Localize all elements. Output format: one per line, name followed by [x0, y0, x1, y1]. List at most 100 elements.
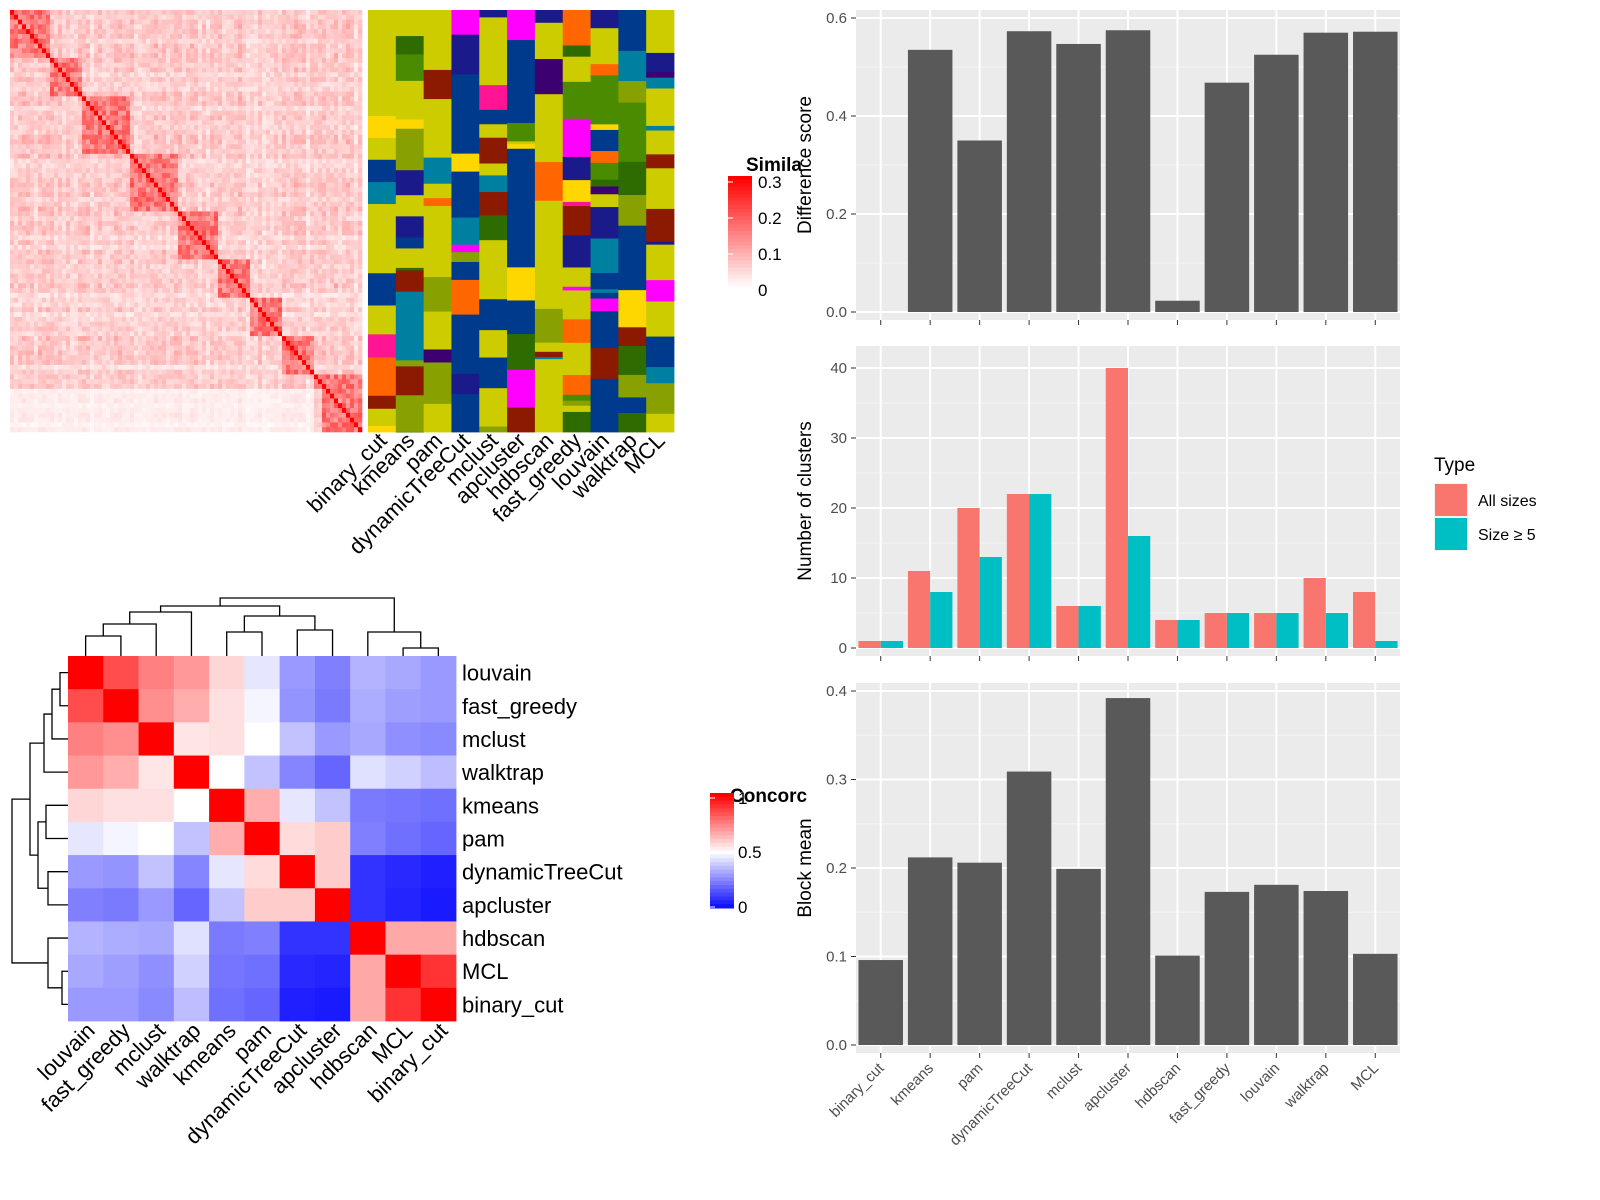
- heatmap-cell: [278, 149, 283, 155]
- heatmap-cell: [310, 33, 315, 40]
- heatmap-cell: [10, 10, 15, 16]
- heatmap-cell: [50, 259, 55, 265]
- heatmap-cell: [306, 62, 311, 68]
- heatmap-cell: [314, 225, 319, 231]
- heatmap-cell: [10, 240, 15, 246]
- heatmap-cell: [314, 240, 319, 246]
- heatmap-cell: [214, 81, 219, 88]
- heatmap-cell: [190, 206, 195, 212]
- heatmap-cell: [318, 120, 323, 126]
- heatmap-cell: [178, 173, 183, 179]
- heatmap-cell: [322, 192, 327, 198]
- heatmap-cell: [10, 168, 15, 174]
- heatmap-cell: [346, 173, 351, 179]
- heatmap-cell: [126, 86, 131, 92]
- heatmap-cell: [14, 91, 19, 97]
- heatmap-cell: [254, 86, 259, 92]
- heatmap-cell: [194, 29, 199, 35]
- heatmap-cell: [222, 57, 227, 64]
- heatmap-cell: [150, 67, 155, 73]
- heatmap-cell: [74, 149, 79, 155]
- heatmap-cell: [262, 216, 267, 222]
- heatmap-cell: [54, 81, 59, 88]
- heatmap-cell: [26, 29, 31, 35]
- heatmap-cell: [78, 182, 83, 188]
- heatmap-cell: [290, 177, 295, 183]
- heatmap-cell: [210, 163, 215, 169]
- heatmap-cell: [270, 211, 275, 217]
- heatmap-cell: [74, 10, 79, 16]
- heatmap-cell: [186, 187, 191, 193]
- heatmap-cell: [274, 187, 279, 193]
- heatmap-cell: [278, 19, 283, 25]
- heatmap-cell: [262, 197, 267, 203]
- heatmap-cell: [346, 192, 351, 198]
- heatmap-cell: [350, 249, 355, 255]
- heatmap-cell: [350, 91, 355, 97]
- heatmap-cell: [322, 134, 327, 140]
- heatmap-cell: [82, 14, 87, 20]
- heatmap-cell: [210, 110, 215, 116]
- heatmap-cell: [154, 216, 159, 222]
- heatmap-cell: [62, 91, 67, 97]
- heatmap-cell: [338, 158, 343, 164]
- heatmap-cell: [46, 38, 51, 44]
- heatmap-cell: [346, 38, 351, 44]
- heatmap-cell: [350, 134, 355, 140]
- heatmap-cell: [186, 10, 191, 16]
- heatmap-cell: [70, 221, 75, 227]
- heatmap-cell: [330, 240, 335, 246]
- heatmap-cell: [358, 24, 363, 30]
- heatmap-cell: [146, 48, 151, 54]
- heatmap-cell: [18, 38, 23, 44]
- heatmap-cell: [166, 91, 171, 97]
- heatmap-cell: [174, 153, 179, 159]
- heatmap-cell: [30, 216, 35, 222]
- heatmap-cell: [202, 120, 207, 126]
- heatmap-cell: [242, 53, 247, 59]
- heatmap-cell: [322, 115, 327, 121]
- heatmap-cell: [234, 110, 239, 116]
- heatmap-cell: [74, 192, 79, 198]
- heatmap-cell: [290, 192, 295, 198]
- heatmap-cell: [190, 278, 195, 284]
- heatmap-cell: [246, 48, 251, 54]
- heatmap-cell: [30, 144, 35, 150]
- heatmap-cell: [310, 144, 315, 150]
- heatmap-cell: [230, 240, 235, 246]
- heatmap-cell: [118, 110, 123, 116]
- heatmap-cell: [102, 201, 107, 207]
- heatmap-cell: [110, 187, 115, 193]
- heatmap-cell: [66, 264, 71, 270]
- heatmap-cell: [338, 43, 343, 49]
- heatmap-cell: [158, 235, 163, 241]
- heatmap-cell: [110, 29, 115, 35]
- heatmap-cell: [266, 216, 271, 222]
- heatmap-cell: [330, 211, 335, 217]
- heatmap-cell: [234, 43, 239, 49]
- heatmap-cell: [118, 182, 123, 188]
- heatmap-cell: [302, 235, 307, 241]
- heatmap-cell: [38, 273, 43, 279]
- heatmap-cell: [242, 235, 247, 241]
- heatmap-cell: [218, 77, 223, 83]
- heatmap-cell: [110, 139, 115, 145]
- heatmap-cell: [14, 144, 19, 150]
- heatmap-cell: [322, 273, 327, 279]
- heatmap-cell: [162, 192, 167, 198]
- heatmap-cell: [42, 206, 47, 212]
- heatmap-cell: [30, 72, 35, 78]
- heatmap-cell: [346, 10, 351, 16]
- heatmap-cell: [194, 168, 199, 174]
- heatmap-cell: [142, 240, 147, 246]
- heatmap-cell: [334, 139, 339, 145]
- heatmap-cell: [46, 254, 51, 260]
- heatmap-cell: [306, 158, 311, 164]
- heatmap-cell: [198, 197, 203, 203]
- heatmap-cell: [354, 249, 359, 255]
- heatmap-cell: [90, 197, 95, 203]
- heatmap-cell: [210, 264, 215, 270]
- heatmap-cell: [22, 77, 27, 83]
- heatmap-cell: [146, 278, 151, 284]
- heatmap-cell: [342, 216, 347, 222]
